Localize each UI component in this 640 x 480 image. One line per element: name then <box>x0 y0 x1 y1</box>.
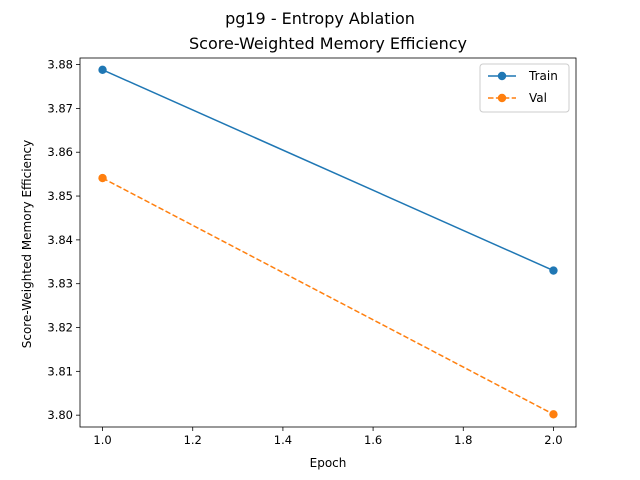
y-tick-label: 3.85 <box>47 189 73 203</box>
axes-frame <box>79 57 577 428</box>
x-tick-label: 1.8 <box>454 433 472 447</box>
chart-title: Score-Weighted Memory Efficiency <box>189 34 467 53</box>
data-point-train <box>549 266 558 275</box>
legend-marker-train <box>497 71 507 81</box>
legend-label-val: Val <box>529 91 547 105</box>
plot-area: 1.0 1.2 1.4 1.6 1.8 2.0 3.80 3.81 3.82 3.83 3.84 3.… <box>47 57 577 447</box>
data-point-val <box>549 410 558 419</box>
x-axis-label: Epoch <box>310 456 347 470</box>
y-tick-label: 3.80 <box>47 408 73 422</box>
data-point-train <box>98 65 107 75</box>
y-tick-label: 3.82 <box>47 321 73 335</box>
x-tick-label: 2.0 <box>544 433 562 447</box>
legend-marker-val <box>497 93 507 103</box>
x-tick-label: 1.6 <box>364 433 382 447</box>
figure-suptitle: pg19 - Entropy Ablation <box>225 9 415 28</box>
y-tick-label: 3.87 <box>47 101 73 115</box>
y-axis-label: Score-Weighted Memory Efficiency <box>20 140 34 349</box>
series-line-train <box>102 69 554 272</box>
data-point-val <box>98 173 107 183</box>
y-tick-label: 3.83 <box>47 277 73 291</box>
x-tick-label: 1.2 <box>184 433 202 447</box>
legend: Train Val <box>479 63 570 113</box>
y-tick-label: 3.86 <box>47 145 73 159</box>
x-tick-label: 1.4 <box>274 433 292 447</box>
legend-label-train: Train <box>528 69 558 83</box>
y-tick-label: 3.88 <box>47 58 73 72</box>
series-line-val <box>102 177 554 415</box>
y-tick-label: 3.81 <box>47 364 73 378</box>
y-tick-label: 3.84 <box>47 233 73 247</box>
x-tick-label: 1.0 <box>93 433 111 447</box>
